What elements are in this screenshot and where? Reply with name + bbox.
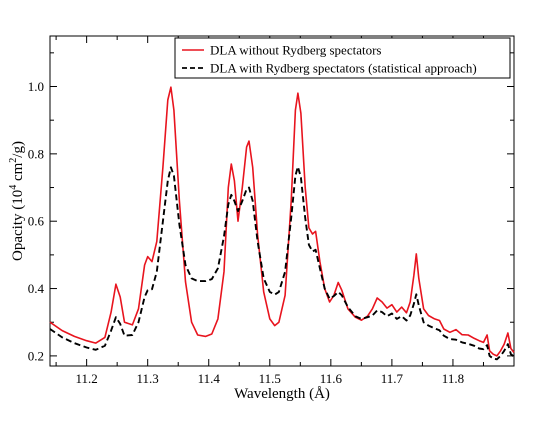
legend-label-with-rydberg: DLA with Rydberg spectators (statistical… bbox=[210, 61, 477, 76]
x-tick-label: 11.7 bbox=[381, 371, 404, 386]
y-tick-label: 0.6 bbox=[28, 214, 45, 229]
x-tick-label: 11.4 bbox=[198, 371, 221, 386]
series-layer bbox=[49, 86, 515, 361]
y-axis-label: Opacity (104 cm2/g) bbox=[8, 141, 26, 261]
x-tick-label: 11.5 bbox=[259, 371, 281, 386]
plot-frame bbox=[49, 35, 515, 367]
x-tick-label: 11.6 bbox=[320, 371, 343, 386]
series-line-without-rydberg bbox=[49, 86, 515, 357]
x-axis-label: Wavelength (Å) bbox=[234, 386, 330, 402]
legend-label-without-rydberg: DLA without Rydberg spectators bbox=[210, 43, 381, 58]
y-tick-label: 0.4 bbox=[28, 281, 45, 296]
x-tick-label: 11.8 bbox=[442, 371, 464, 386]
y-tick-label: 1.0 bbox=[28, 79, 44, 94]
y-tick-label: 0.8 bbox=[28, 146, 44, 161]
x-tick-label: 11.3 bbox=[137, 371, 159, 386]
legend-box bbox=[174, 37, 511, 79]
series-line-with-rydberg bbox=[49, 165, 515, 361]
legend: DLA without Rydberg spectators DLA with … bbox=[174, 37, 511, 79]
x-tick-label: 11.2 bbox=[75, 371, 97, 386]
y-tick-label: 0.2 bbox=[28, 348, 44, 363]
axis-ticks: 11.2 11.3 11.4 11.5 11.6 11.7 11.8 0.2 0.4 0.6 0.8… bbox=[28, 36, 514, 386]
